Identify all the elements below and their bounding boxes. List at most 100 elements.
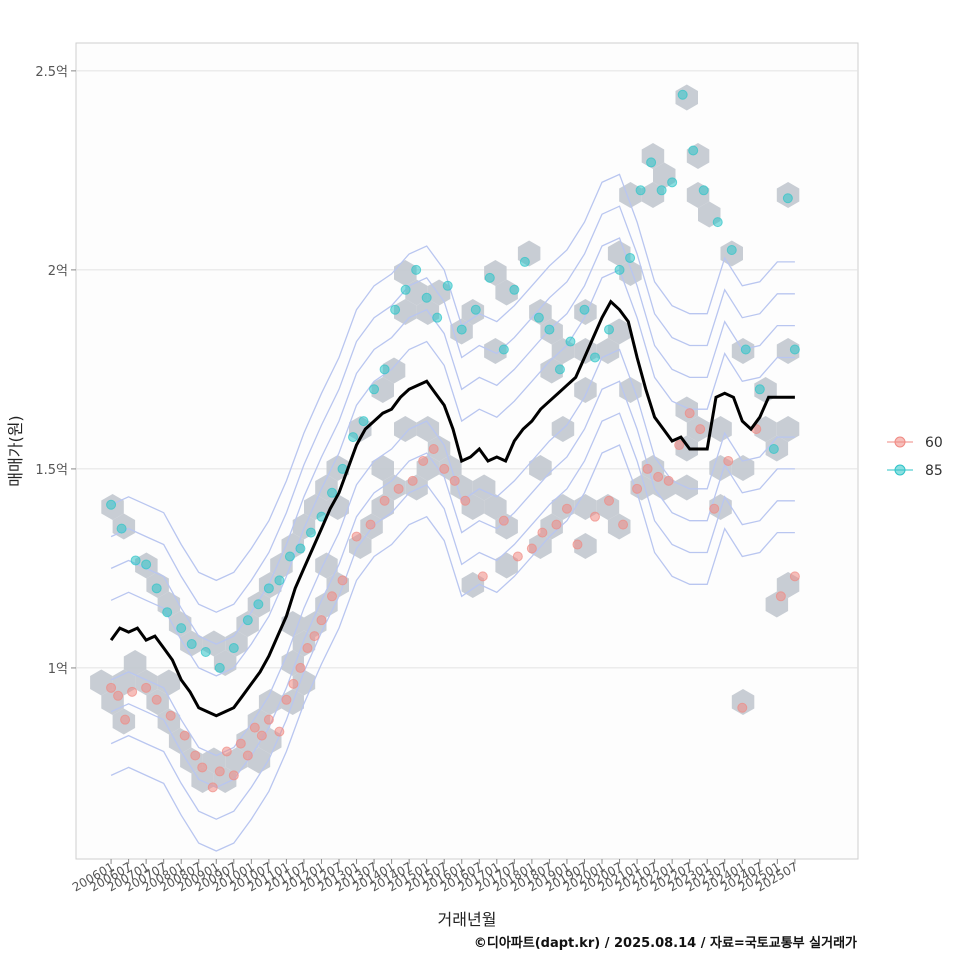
point-85: [411, 264, 422, 275]
y-tick-label: 2.5억: [35, 65, 68, 80]
point-85: [533, 312, 544, 323]
hex-cell: [776, 416, 800, 442]
point-85: [656, 185, 667, 196]
point-60: [165, 710, 176, 721]
hex-cell: [394, 416, 417, 442]
point-60: [179, 730, 190, 741]
point-60: [351, 531, 362, 542]
point-60: [197, 762, 208, 773]
point-60: [281, 694, 292, 705]
point-85: [379, 364, 390, 375]
point-85: [456, 324, 467, 335]
point-60: [106, 682, 117, 693]
point-85: [369, 384, 380, 395]
point-85: [305, 527, 316, 538]
contour-line: [110, 380, 795, 789]
point-85: [176, 623, 187, 634]
point-60: [604, 495, 615, 506]
point-60: [214, 766, 225, 777]
point-85: [740, 344, 751, 355]
legend-label-60: 60: [925, 435, 943, 451]
hex-cell: [619, 260, 642, 286]
point-85: [519, 256, 530, 267]
point-60: [337, 575, 348, 586]
y-tick-label: 1억: [48, 662, 68, 677]
legend-item-60: 60: [887, 435, 943, 451]
point-85: [646, 157, 657, 168]
point-60: [113, 690, 124, 701]
point-85: [421, 292, 432, 303]
hex-cell: [258, 689, 282, 715]
point-85: [754, 384, 765, 395]
legend-key-60: [894, 436, 906, 448]
point-85: [589, 352, 600, 363]
point-60: [737, 702, 748, 713]
point-85: [432, 312, 443, 323]
point-85: [228, 643, 239, 654]
point-60: [449, 475, 460, 486]
hex-cell: [754, 416, 777, 442]
point-60: [151, 694, 162, 705]
hex-cell: [427, 435, 451, 462]
point-85: [544, 324, 555, 335]
point-60: [393, 483, 404, 494]
point-60: [551, 519, 562, 530]
legend: 60 85: [887, 435, 943, 479]
point-85: [667, 177, 678, 188]
hex-cell: [135, 669, 158, 696]
point-85: [400, 284, 411, 295]
point-85: [498, 344, 509, 355]
hex-cell: [484, 494, 507, 520]
point-60: [723, 455, 734, 466]
point-85: [358, 416, 369, 427]
point-60: [561, 503, 572, 514]
point-85: [295, 543, 306, 554]
hex-cell: [394, 299, 417, 325]
contour-line: [110, 205, 795, 613]
point-60: [684, 408, 695, 419]
hex-cell: [540, 357, 563, 384]
point-60: [249, 722, 260, 733]
point-60: [653, 471, 664, 482]
point-85: [470, 304, 481, 315]
x-axis-title: 거래년월: [438, 910, 497, 929]
y-tick-label: 2억: [48, 264, 68, 279]
hex-cell: [371, 455, 394, 481]
moving-average-layer: [109, 299, 795, 718]
y-axis-ticks: 1억 1.5억 2억 2.5억: [35, 65, 76, 677]
point-60: [526, 543, 537, 554]
x-axis-ticks: 2006012006072007012007072008012008072009…: [70, 859, 800, 895]
point-85: [565, 336, 576, 347]
point-85: [712, 217, 723, 228]
contour-line: [110, 237, 795, 645]
point-85: [141, 559, 152, 570]
point-85: [484, 272, 495, 283]
hex-cell: [607, 318, 631, 345]
point-85: [274, 575, 285, 586]
point-85: [698, 185, 709, 196]
hex-cell: [315, 552, 338, 579]
plot-panel: [75, 42, 859, 860]
point-60: [428, 444, 439, 455]
hex-cell: [439, 455, 462, 481]
point-60: [365, 519, 376, 530]
legend-key-85: [894, 464, 906, 476]
scatter-points: [106, 89, 800, 793]
point-85: [768, 444, 779, 455]
point-60: [256, 730, 267, 741]
point-60: [709, 503, 720, 514]
point-60: [379, 495, 390, 506]
point-85: [688, 145, 699, 156]
legend-item-85: 85: [887, 463, 943, 479]
point-60: [207, 782, 218, 793]
point-85: [253, 599, 264, 610]
hex-cell: [394, 260, 417, 286]
point-60: [674, 440, 685, 451]
point-60: [295, 662, 306, 673]
point-85: [390, 304, 401, 315]
point-85: [284, 551, 295, 562]
point-60: [316, 615, 327, 626]
point-60: [439, 463, 450, 474]
hex-cell: [157, 669, 181, 696]
point-85: [200, 647, 211, 658]
